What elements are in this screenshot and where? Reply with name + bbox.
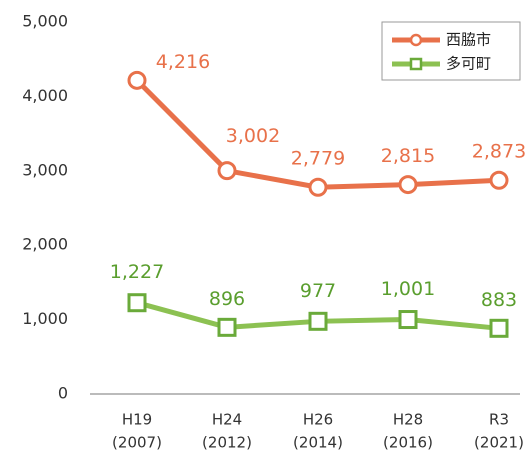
- x-tick-label: (2007): [112, 434, 162, 452]
- data-label: 2,873: [472, 141, 526, 163]
- legend-box: [381, 21, 521, 81]
- y-tick-label: 0: [58, 384, 68, 403]
- data-label: 3,002: [226, 125, 280, 147]
- data-point: [127, 293, 147, 313]
- data-label: 1,001: [381, 278, 435, 300]
- data-point: [398, 175, 418, 195]
- y-tick-label: 2,000: [22, 235, 68, 254]
- legend-label: 西脇市: [446, 31, 491, 49]
- data-point: [127, 70, 147, 90]
- x-tick-label: H19: [122, 411, 152, 429]
- data-label: 896: [209, 288, 245, 310]
- legend-marker: [409, 33, 423, 47]
- data-label: 1,227: [110, 261, 164, 283]
- x-tick-label: (2012): [202, 434, 252, 452]
- x-tick-label: H26: [303, 411, 333, 429]
- data-label: 4,216: [156, 51, 210, 73]
- x-tick-label: R3: [489, 411, 509, 429]
- data-label: 977: [300, 280, 336, 302]
- data-point: [398, 310, 418, 330]
- data-point: [217, 161, 237, 181]
- legend-label: 多可町: [446, 55, 491, 73]
- data-label: 2,815: [381, 145, 435, 167]
- y-tick-label: 4,000: [22, 86, 68, 105]
- data-label: 2,779: [291, 148, 345, 170]
- legend-marker: [409, 57, 423, 71]
- y-tick-label: 3,000: [22, 160, 68, 179]
- data-point: [489, 170, 509, 190]
- data-point: [308, 177, 328, 197]
- data-point: [217, 317, 237, 337]
- x-tick-label: (2016): [383, 434, 433, 452]
- x-tick-label: (2021): [474, 434, 524, 452]
- series-line: [135, 78, 500, 190]
- y-tick-label: 5,000: [22, 12, 68, 31]
- data-point: [489, 318, 509, 338]
- data-point: [308, 311, 328, 331]
- x-tick-label: H24: [212, 411, 242, 429]
- x-tick-label: H28: [393, 411, 423, 429]
- x-tick-label: (2014): [293, 434, 343, 452]
- data-label: 883: [481, 289, 517, 311]
- y-tick-label: 1,000: [22, 309, 68, 328]
